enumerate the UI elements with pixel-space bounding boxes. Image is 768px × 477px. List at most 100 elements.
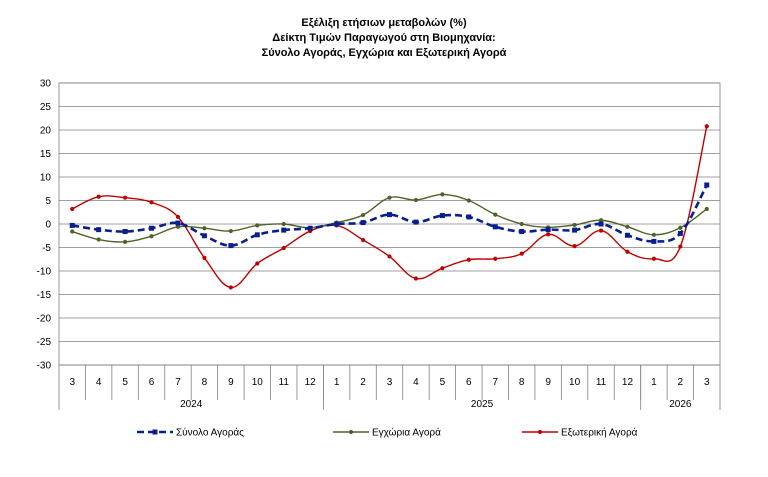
- x-tick-label: 1: [651, 377, 657, 388]
- x-tick-label: 8: [202, 377, 208, 388]
- data-point: [493, 212, 498, 217]
- x-tick-label: 12: [305, 377, 317, 388]
- data-point: [122, 229, 128, 235]
- y-tick-label: 15: [40, 149, 52, 160]
- data-point: [413, 276, 419, 281]
- data-point: [96, 227, 102, 233]
- data-point: [440, 192, 445, 197]
- data-point: [625, 224, 630, 229]
- data-point: [175, 224, 181, 229]
- data-point: [704, 206, 709, 212]
- data-point: [387, 195, 392, 200]
- year-label: 2024: [180, 399, 203, 410]
- legend-label: Εξωτερική Αγορά: [561, 427, 638, 439]
- data-point: [545, 227, 551, 233]
- data-point: [360, 220, 366, 226]
- x-tick-label: 2: [678, 377, 684, 388]
- x-tick-label: 3: [387, 377, 393, 388]
- data-point: [228, 243, 234, 249]
- data-point: [651, 256, 657, 261]
- x-tick-label: 3: [69, 377, 75, 388]
- data-point: [281, 221, 286, 227]
- data-point: [704, 182, 710, 188]
- x-tick-label: 6: [149, 377, 155, 388]
- data-point: [413, 219, 419, 225]
- data-point: [70, 206, 75, 212]
- data-point: [651, 232, 657, 237]
- x-tick-label: 1: [334, 377, 340, 388]
- data-point: [70, 229, 75, 234]
- x-tick-label: 5: [440, 377, 446, 388]
- y-tick-label: 10: [40, 173, 52, 184]
- legend-label: Εγχώρια Αγορά: [372, 427, 441, 439]
- data-point: [493, 256, 498, 261]
- data-point: [334, 221, 340, 227]
- x-tick-label: 3: [704, 377, 710, 388]
- chart-title-line-3: Σύνολο Αγοράς, Εγχώρια και Εξωτερική Αγο…: [261, 47, 507, 59]
- x-tick-label: 7: [492, 377, 498, 388]
- y-tick-label: -10: [37, 267, 52, 278]
- year-label: 2026: [669, 399, 692, 410]
- data-point: [307, 225, 313, 231]
- data-point: [360, 237, 366, 243]
- y-tick-label: 30: [40, 79, 52, 90]
- data-point: [149, 225, 155, 231]
- plot-area-border: [58, 82, 721, 366]
- data-point: [519, 221, 524, 227]
- x-tick-label: 7: [175, 377, 181, 388]
- data-point: [360, 212, 366, 218]
- data-point: [96, 237, 101, 242]
- data-point: [281, 245, 286, 251]
- data-point: [651, 238, 657, 244]
- legend-marker: [152, 429, 158, 435]
- data-point: [228, 228, 233, 234]
- x-tick-label: 8: [519, 377, 525, 388]
- data-point: [492, 224, 498, 230]
- data-point: [149, 200, 154, 205]
- series-line-3: [71, 126, 708, 289]
- data-point: [123, 239, 128, 244]
- data-point: [598, 218, 604, 223]
- data-point: [678, 244, 683, 249]
- data-point: [202, 226, 207, 231]
- data-point: [69, 222, 75, 228]
- series-line-2: [72, 193, 708, 243]
- y-tick-label: -15: [37, 290, 52, 301]
- data-point: [572, 227, 578, 233]
- data-point: [201, 233, 207, 239]
- x-tick-label: 12: [622, 377, 634, 388]
- chart-title-line-2: Δείκτη Τιμών Παραγωγού στη Βιομηχανία:: [272, 32, 496, 44]
- x-tick-label: 4: [413, 377, 419, 388]
- data-point: [519, 229, 525, 235]
- legend-marker: [348, 429, 354, 435]
- y-tick-label: -20: [37, 314, 52, 325]
- data-point: [255, 261, 260, 266]
- x-tick-label: 10: [569, 377, 581, 388]
- y-tick-label: -25: [37, 337, 52, 348]
- data-point: [677, 230, 683, 236]
- x-tick-label: 6: [466, 377, 472, 388]
- data-point: [387, 254, 392, 259]
- data-point: [123, 195, 128, 200]
- x-tick-label: 10: [252, 377, 264, 388]
- data-point: [149, 234, 154, 239]
- x-tick-label: 2: [360, 377, 366, 388]
- data-point: [572, 222, 577, 228]
- data-point: [466, 214, 472, 220]
- data-point: [413, 197, 419, 203]
- x-tick-label: 5: [122, 377, 128, 388]
- data-point: [466, 257, 471, 262]
- chart-title-line-1: Εξέλιξη ετήσιων μεταβολών (%): [301, 17, 467, 29]
- legend-label: Σύνολο Αγοράς: [176, 427, 244, 439]
- data-point: [678, 225, 683, 230]
- data-point: [254, 232, 260, 238]
- y-tick-label: 5: [45, 196, 51, 207]
- data-point: [466, 198, 471, 203]
- data-point: [572, 243, 577, 249]
- data-point: [598, 221, 604, 227]
- data-point: [440, 266, 445, 271]
- data-point: [228, 285, 233, 290]
- y-tick-label: -30: [37, 361, 52, 372]
- y-tick-label: 20: [40, 126, 52, 137]
